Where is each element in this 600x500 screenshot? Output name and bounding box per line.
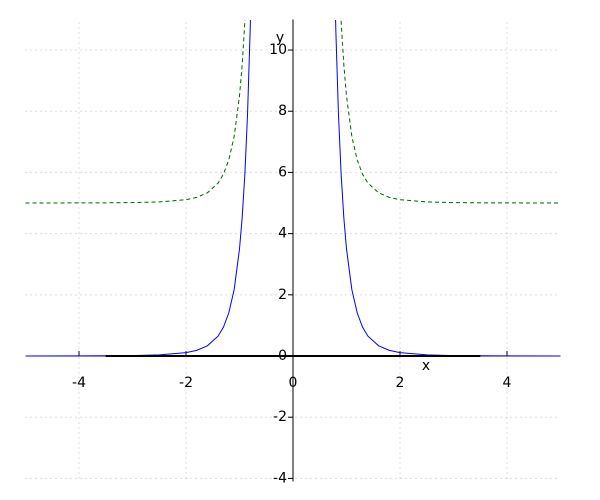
x-axis-label: x [422,358,430,374]
y-tick-label: 8 [278,103,287,119]
y-tick-label: -4 [273,470,287,486]
x-tick-label: 4 [503,375,512,391]
y-tick-label: 2 [278,287,287,303]
y-axis-label: y [276,30,284,46]
x-tick-label: -2 [179,375,193,391]
y-tick-label: -2 [273,409,287,425]
y-tick-label: 10 [269,42,287,58]
series-line [25,20,561,204]
x-tick-label: -4 [72,375,86,391]
x-tick-label: 2 [396,375,405,391]
y-tick-label: 6 [278,164,287,180]
y-tick-label: 4 [278,226,287,242]
